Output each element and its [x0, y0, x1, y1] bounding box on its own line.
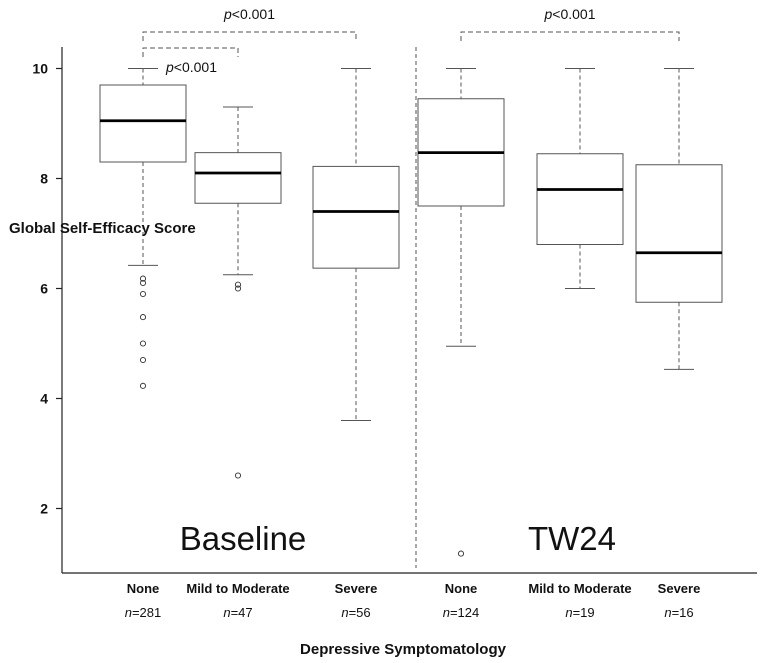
box-group	[417, 68, 505, 557]
p-value-label: p<0.001	[223, 6, 275, 22]
box-group	[99, 68, 187, 389]
outlier-point	[139, 279, 147, 287]
iqr-box	[194, 152, 282, 204]
outlier-point	[139, 275, 147, 282]
category-label: Mild to Moderate	[528, 581, 631, 596]
y-tick-label: 10	[32, 61, 48, 77]
bracket-line	[460, 31, 680, 41]
outlier-point	[139, 290, 147, 298]
category-label: Severe	[658, 581, 701, 596]
y-tick-label: 2	[40, 501, 48, 517]
outlier-point	[139, 382, 147, 389]
outlier-point	[234, 281, 242, 288]
box-group	[312, 68, 400, 421]
outlier-point	[139, 314, 147, 321]
category-label: None	[445, 581, 478, 596]
labels: Global Self-Efficacy Score Depressive Sy…	[9, 220, 616, 658]
outlier-point	[234, 472, 242, 479]
box-group	[194, 106, 282, 479]
y-tick-label: 4	[40, 391, 48, 407]
y-tick-label: 8	[40, 171, 48, 187]
sample-size-label: n=16	[664, 605, 693, 620]
significance-bracket: p<0.001	[142, 47, 239, 75]
outlier-point	[457, 550, 465, 557]
significance-bracket: p<0.001	[142, 6, 357, 41]
box-group	[635, 68, 723, 370]
iqr-box	[312, 165, 400, 269]
panel-label-baseline: Baseline	[180, 520, 307, 557]
panel-label-tw24: TW24	[528, 520, 616, 557]
axes: 2 4 6 8 10 None n=281 Mild to Moderate n=47 Sever…	[32, 47, 757, 620]
iqr-box	[635, 164, 723, 303]
p-value-label: p<0.001	[165, 59, 217, 75]
sample-size-label: n=281	[125, 605, 162, 620]
iqr-box	[536, 153, 624, 245]
y-axis-label: Global Self-Efficacy Score	[9, 220, 196, 237]
category-label: Severe	[335, 581, 378, 596]
sample-size-label: n=47	[223, 605, 252, 620]
box-group	[536, 68, 624, 289]
category-label: Mild to Moderate	[186, 581, 289, 596]
y-tick-label: 6	[40, 281, 48, 297]
significance-bracket: p<0.001	[460, 6, 680, 41]
x-axis-label: Depressive Symptomatology	[300, 641, 507, 658]
category-label: None	[127, 581, 160, 596]
bracket-line	[142, 47, 239, 57]
boxes	[99, 68, 723, 557]
outlier-point	[139, 356, 147, 364]
bracket-line	[142, 31, 357, 41]
outlier-point	[234, 285, 242, 292]
sample-size-label: n=124	[443, 605, 480, 620]
sample-size-label: n=56	[341, 605, 370, 620]
sample-size-label: n=19	[565, 605, 594, 620]
p-value-label: p<0.001	[543, 6, 595, 22]
iqr-box	[99, 84, 187, 163]
outlier-point	[139, 340, 147, 347]
significance-brackets: p<0.001 p<0.001 p<0.001	[142, 6, 680, 75]
